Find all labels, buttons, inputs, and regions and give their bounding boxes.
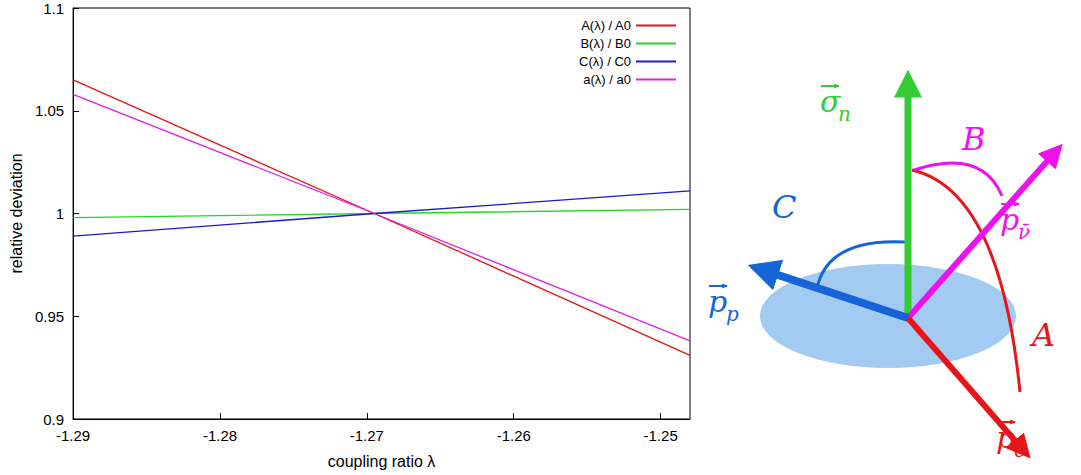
svg-text:p: p — [1000, 202, 1019, 237]
svg-text:-1.25: -1.25 — [644, 427, 678, 444]
svg-text:-1.27: -1.27 — [350, 427, 384, 444]
svg-text:B: B — [961, 120, 986, 158]
svg-text:B(λ) / B0: B(λ) / B0 — [580, 36, 631, 51]
svg-text:p: p — [708, 284, 727, 319]
svg-text:n: n — [838, 102, 851, 126]
svg-text:1.1: 1.1 — [43, 0, 64, 17]
svg-text:C(λ) / C0: C(λ) / C0 — [579, 54, 631, 69]
svg-text:-1.29: -1.29 — [56, 427, 90, 444]
svg-text:A: A — [1029, 316, 1055, 354]
svg-text:C: C — [772, 188, 796, 226]
svg-text:0.95: 0.95 — [35, 308, 64, 325]
svg-text:relative deviation: relative deviation — [8, 153, 25, 273]
svg-text:-1.28: -1.28 — [203, 427, 237, 444]
svg-text:0.9: 0.9 — [43, 411, 64, 428]
svg-text:1.05: 1.05 — [35, 102, 64, 119]
svg-text:e: e — [1014, 438, 1026, 462]
svg-text:p: p — [996, 420, 1015, 455]
svg-text:coupling ratio λ: coupling ratio λ — [328, 453, 436, 470]
svg-text:p: p — [726, 302, 739, 326]
svg-text:ν̄: ν̄ — [1018, 220, 1030, 244]
svg-text:1: 1 — [56, 205, 64, 222]
svg-text:A(λ) / A0: A(λ) / A0 — [581, 18, 631, 33]
svg-text:a(λ) / a0: a(λ) / a0 — [583, 72, 631, 87]
svg-text:-1.26: -1.26 — [497, 427, 531, 444]
svg-text:σ: σ — [820, 84, 841, 119]
